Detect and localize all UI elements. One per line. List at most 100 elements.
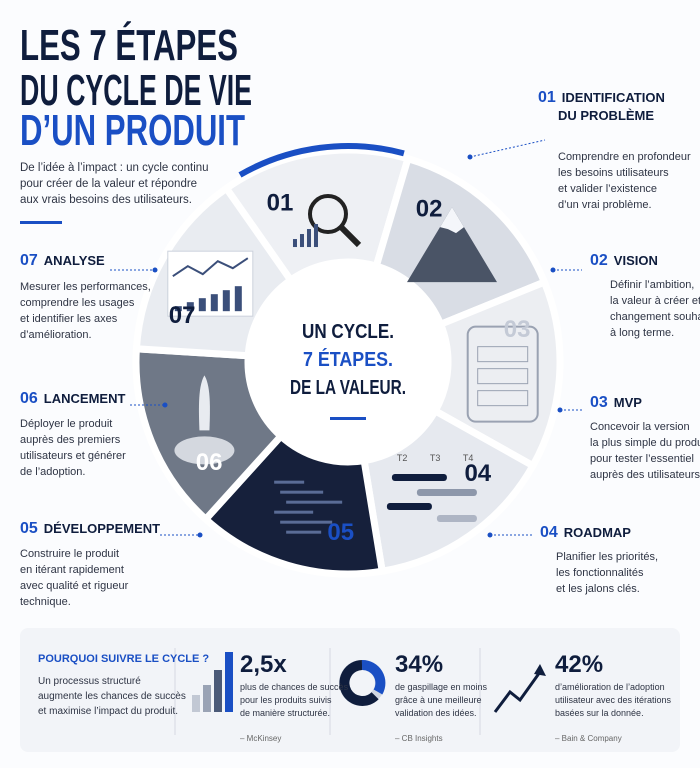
stat-source: – Bain & Company (555, 734, 622, 743)
segment-illustration (292, 194, 362, 248)
step-number: 01 (538, 89, 556, 106)
step-number: 06 (20, 390, 38, 407)
stat-source: – McKinsey (240, 734, 281, 743)
timeline-bar (436, 514, 477, 522)
stat-text: plus de chances de succès (240, 682, 349, 692)
step-description: Déployer le produit (20, 418, 112, 430)
accent-line (20, 221, 62, 224)
step-title: 04 ROADMAP (540, 524, 631, 541)
footer-text: Un processus structuré (38, 676, 141, 687)
step-description: la valeur à créer et le (610, 295, 700, 307)
code-line (280, 490, 324, 494)
chart-bar (210, 294, 218, 312)
wheel-segment (430, 277, 564, 471)
roadmap-column: T3 (430, 453, 441, 463)
doc-bar (299, 234, 304, 248)
step-number: 03 (590, 394, 608, 411)
step-description: Concevoir la version (590, 421, 690, 433)
chart-line (172, 257, 249, 278)
roadmap-column: T2 (397, 453, 408, 463)
step-title: 02 VISION (590, 252, 658, 269)
segment-illustration (407, 207, 498, 283)
chart-bar (234, 286, 242, 312)
step-number: 04 (540, 524, 558, 541)
icon-bar (214, 670, 222, 712)
timeline-bar (386, 502, 432, 510)
step-description: technique. (20, 596, 71, 608)
code-line (286, 530, 322, 534)
chart-bar (174, 306, 182, 312)
footer-heading: POURQUOI SUIVRE LE CYCLE ? (38, 653, 209, 665)
wireframe (477, 390, 529, 407)
step-description: la plus simple du produit (590, 437, 700, 449)
icon-trend (493, 671, 542, 713)
footer-dividers (174, 648, 481, 735)
step-number: 07 (20, 252, 38, 269)
phone (466, 325, 539, 423)
stat-text: utilisateur avec des itérations (555, 695, 672, 705)
doc-bar (292, 239, 297, 248)
magnifier (307, 194, 348, 235)
step-title: 03 MVP (590, 394, 642, 411)
wheel-segment (132, 345, 286, 525)
step-description: et les jalons clés. (556, 583, 640, 595)
code-line (280, 520, 333, 524)
step-number: 05 (20, 520, 38, 537)
chart-bar (198, 298, 206, 312)
step-description: auprès des utilisateurs. (590, 469, 700, 481)
step-title: 05 DÉVELOPPEMENT (20, 520, 160, 537)
step-description: d’un vrai problème. (558, 199, 652, 211)
doc-bar (306, 229, 311, 248)
wheel-hub (251, 265, 445, 459)
wireframe (477, 346, 529, 363)
step-description: Mesurer les performances, (20, 281, 151, 293)
segment-number: 03 (504, 316, 531, 343)
step-description: changement souhaité (610, 311, 700, 323)
icon-bar (192, 695, 200, 712)
step-description: de l’adoption. (20, 466, 85, 478)
code-line (274, 480, 305, 484)
footer-text: augmente les chances de succès (38, 691, 186, 702)
step-title: 06 LANCEMENT (20, 390, 125, 407)
mountain (407, 207, 498, 283)
connector-dot (467, 154, 473, 160)
connector-dot (152, 267, 158, 273)
step-title: 07 ANALYSE (20, 252, 105, 269)
rocket (198, 375, 210, 431)
step-description: à long terme. (610, 327, 674, 339)
step-number: 02 (590, 252, 608, 269)
connector-dot (162, 402, 168, 408)
stat-text: pour les produits suivis (240, 695, 332, 705)
stat-value: 42% (555, 651, 603, 678)
title-line: D’UN PRODUIT (20, 106, 245, 155)
step-description: avec qualité et rigueur (20, 580, 129, 592)
segment-number: 01 (267, 189, 294, 216)
step-title-text: ANALYSE (44, 253, 105, 268)
segment-illustration (466, 325, 539, 423)
center-line: 7 ÉTAPES. (303, 348, 393, 371)
doc-bar (313, 224, 318, 248)
timeline-bar (391, 473, 447, 481)
step-description: en itérant rapidement (20, 564, 124, 576)
step-title-text: ROADMAP (564, 525, 631, 540)
segment-number: 05 (327, 519, 354, 546)
step-description: Construire le produit (20, 548, 119, 560)
step-title-text: DÉVELOPPEMENT (44, 521, 160, 536)
segment-number: 04 (464, 460, 491, 487)
segment-number: 06 (196, 449, 223, 476)
step-title-text: IDENTIFICATION (562, 90, 665, 105)
stat-text: de manière structurée. (240, 708, 330, 718)
step-description: Comprendre en profondeur (558, 151, 691, 163)
center-underline (330, 417, 366, 420)
step-description: les fonctionnalités (556, 567, 644, 579)
segment-number: 02 (416, 196, 443, 223)
step-description: et valider l’existence (558, 183, 657, 195)
icon-bar (203, 685, 211, 712)
step-description: et identifier les axes (20, 313, 118, 325)
title-line: LES 7 ÉTAPES (20, 20, 238, 70)
stat-text: d’amélioration de l’adoption (555, 682, 665, 692)
icon-arrow (534, 664, 546, 676)
step-title-text: VISION (614, 253, 658, 268)
timeline-bar (416, 488, 477, 496)
